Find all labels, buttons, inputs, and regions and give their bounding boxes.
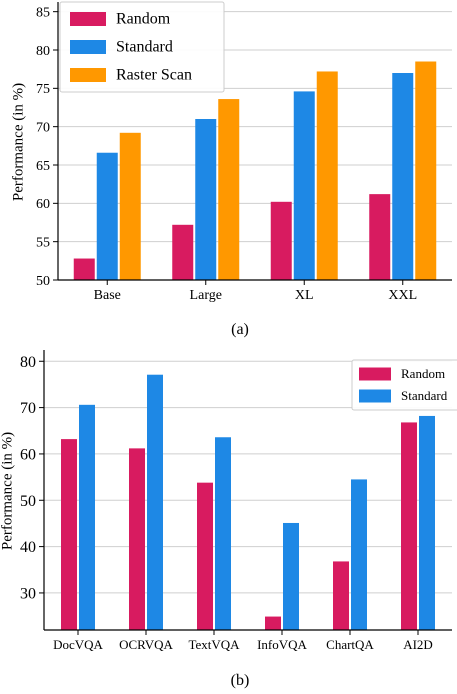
legend-label: Random <box>401 366 445 381</box>
bar-raster-scan <box>119 132 141 280</box>
bar-standard <box>293 91 315 281</box>
x-tick-label: OCRVQA <box>119 637 173 652</box>
x-tick-label: Base <box>94 288 121 303</box>
legend-swatch <box>70 68 106 82</box>
legend-swatch <box>359 367 391 381</box>
legend: Random Standard <box>351 359 457 411</box>
bar-random <box>369 194 391 280</box>
bar-random <box>401 422 417 630</box>
bar-random <box>270 201 292 280</box>
y-tick-label: 85 <box>36 6 50 21</box>
bar-standard <box>392 73 414 280</box>
y-tick-label: 30 <box>20 586 36 603</box>
legend-swatch <box>70 12 106 26</box>
x-tick-label: TextVQA <box>188 637 240 652</box>
bar-standard <box>215 437 231 630</box>
bar-raster-scan <box>415 61 437 280</box>
bar-standard <box>147 374 163 630</box>
x-tick-label: ChartQA <box>326 637 374 652</box>
bar-standard <box>351 479 367 630</box>
panel-label-b: (b) <box>231 672 250 689</box>
y-tick-label: 70 <box>20 400 36 417</box>
bar-standard <box>419 415 435 630</box>
chart-panel-a: 50 55 60 65 70 75 80 85 Base Large XL XXL Performanc… <box>10 1 452 303</box>
legend-label: Standard <box>116 38 173 55</box>
bar-random <box>197 482 213 630</box>
bar-random <box>265 616 281 630</box>
bar-standard <box>195 119 217 280</box>
x-tick-label: XXL <box>388 288 417 303</box>
bar-raster-scan <box>316 71 338 280</box>
y-axis-label: Performance (in %) <box>0 432 15 550</box>
legend-label: Standard <box>401 388 448 403</box>
panel-label-a: (a) <box>231 321 249 338</box>
x-tick-label: Large <box>190 288 222 303</box>
bar-standard <box>96 152 118 280</box>
y-tick-label: 70 <box>36 121 50 136</box>
bar-standard <box>79 404 95 630</box>
legend-label: Random <box>116 10 171 27</box>
bar-random <box>129 448 145 630</box>
y-tick-label: 40 <box>20 539 36 556</box>
legend-swatch <box>359 389 391 403</box>
y-tick-label: 75 <box>36 82 50 97</box>
y-tick-label: 65 <box>36 159 50 174</box>
bar-random <box>172 224 194 280</box>
legend-swatch <box>70 40 106 54</box>
y-tick-label: 50 <box>36 274 50 289</box>
y-tick-label: 60 <box>36 197 50 212</box>
y-tick-label: 55 <box>36 236 50 251</box>
bar-random <box>61 439 77 630</box>
y-tick-label: 80 <box>20 354 36 371</box>
x-tick-label: DocVQA <box>53 637 103 652</box>
chart-panel-b: 30 40 50 60 70 80 DocVQA OCRVQA TextVQA InfoVQA Ch… <box>0 350 457 652</box>
bar-random <box>73 258 95 280</box>
y-tick-label: 80 <box>36 44 50 59</box>
y-tick-label: 60 <box>20 447 36 464</box>
y-axis-label: Performance (in %) <box>10 83 26 201</box>
bar-random <box>333 561 349 630</box>
x-tick-label: XL <box>295 288 314 303</box>
bar-standard <box>283 522 299 630</box>
legend: Random Standard Raster Scan <box>59 1 225 93</box>
x-tick-label: InfoVQA <box>257 637 307 652</box>
y-tick-label: 50 <box>20 493 36 510</box>
x-tick-label: AI2D <box>403 637 433 652</box>
bar-raster-scan <box>218 99 240 280</box>
legend-label: Raster Scan <box>116 66 192 83</box>
